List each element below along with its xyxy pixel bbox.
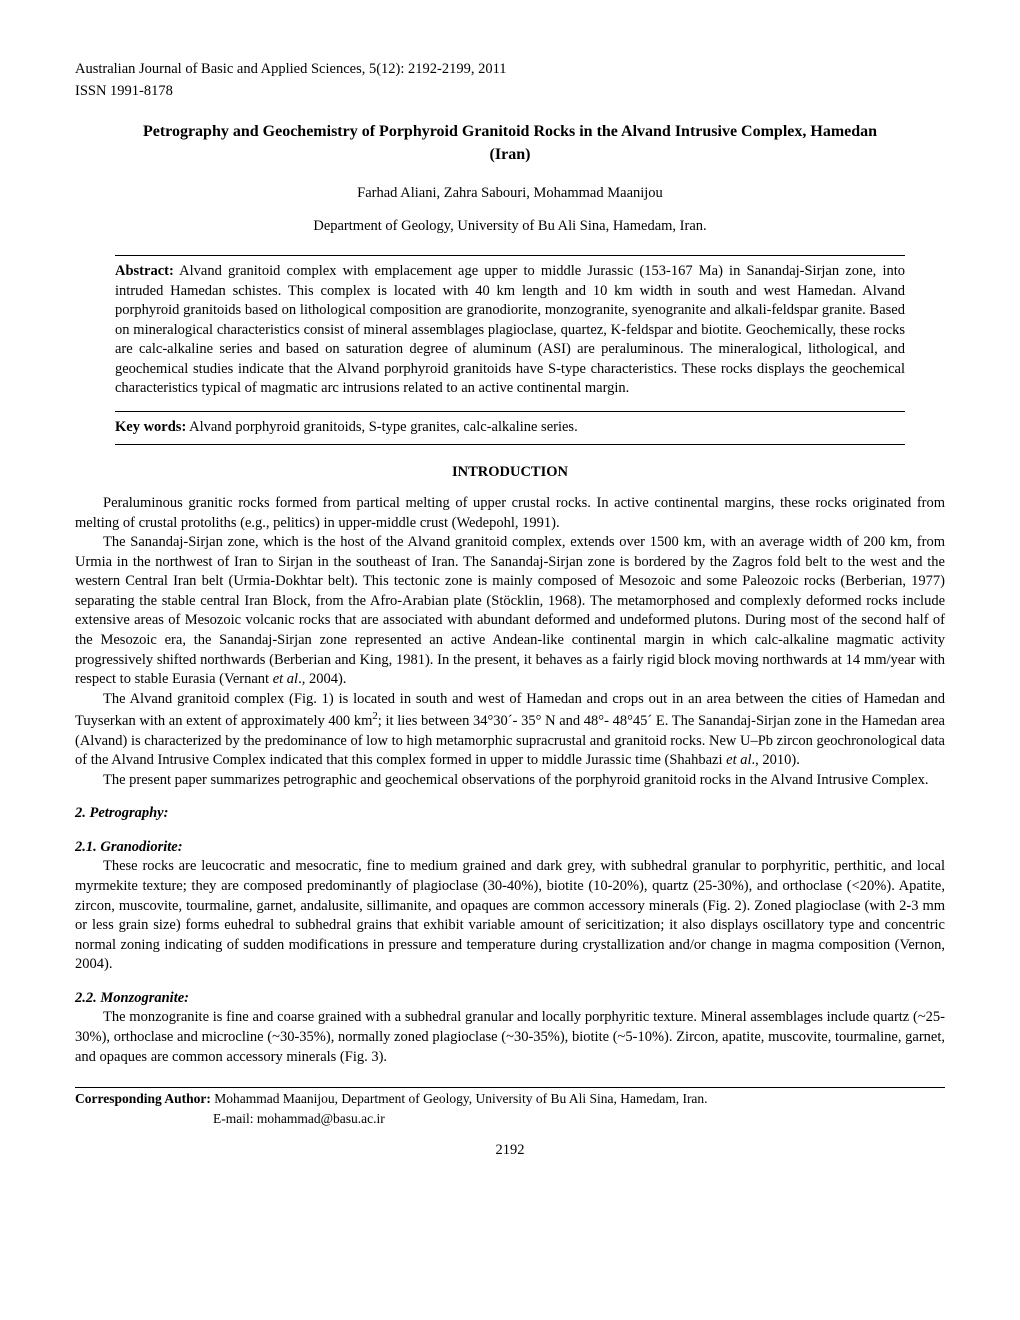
abstract-text: Alvand granitoid complex with emplacemen… (115, 263, 905, 396)
authors: Farhad Aliani, Zahra Sabouri, Mohammad M… (75, 184, 945, 204)
introduction-heading: INTRODUCTION (75, 463, 945, 483)
intro-paragraph-2: The Sanandaj-Sirjan zone, which is the h… (75, 533, 945, 690)
granodiorite-text: These rocks are leucocratic and mesocrat… (75, 857, 945, 974)
corresponding-label: Corresponding Author: (75, 1091, 211, 1106)
keywords-label: Key words: (115, 419, 186, 435)
corresponding-text: Mohammad Maanijou, Department of Geology… (211, 1091, 708, 1106)
monzogranite-heading: 2.2. Monzogranite: (75, 989, 945, 1009)
keywords: Key words: Alvand porphyroid granitoids,… (115, 411, 905, 445)
corresponding-author: Corresponding Author: Mohammad Maanijou,… (75, 1090, 945, 1108)
intro-paragraph-4: The present paper summarizes petrographi… (75, 771, 945, 791)
journal-citation: Australian Journal of Basic and Applied … (75, 60, 945, 80)
monzogranite-text: The monzogranite is fine and coarse grai… (75, 1008, 945, 1067)
abstract-label: Abstract: (115, 263, 174, 279)
paper-title: Petrography and Geochemistry of Porphyro… (135, 121, 885, 166)
granodiorite-heading: 2.1. Granodiorite: (75, 838, 945, 858)
intro-paragraph-1: Peraluminous granitic rocks formed from … (75, 494, 945, 533)
intro-paragraph-3: The Alvand granitoid complex (Fig. 1) is… (75, 690, 945, 771)
corresponding-email: E-mail: mohammad@basu.ac.ir (213, 1110, 945, 1128)
keywords-rule-bottom (115, 444, 905, 445)
footer-rule (75, 1087, 945, 1088)
keywords-rule-top (115, 411, 905, 412)
abstract: Abstract: Alvand granitoid complex with … (115, 262, 905, 399)
abstract-rule-top (115, 255, 905, 256)
keywords-text: Alvand porphyroid granitoids, S-type gra… (186, 419, 577, 435)
petrography-heading: 2. Petrography: (75, 804, 945, 824)
affiliation: Department of Geology, University of Bu … (75, 217, 945, 237)
journal-issn: ISSN 1991-8178 (75, 82, 945, 102)
page-number: 2192 (75, 1141, 945, 1161)
